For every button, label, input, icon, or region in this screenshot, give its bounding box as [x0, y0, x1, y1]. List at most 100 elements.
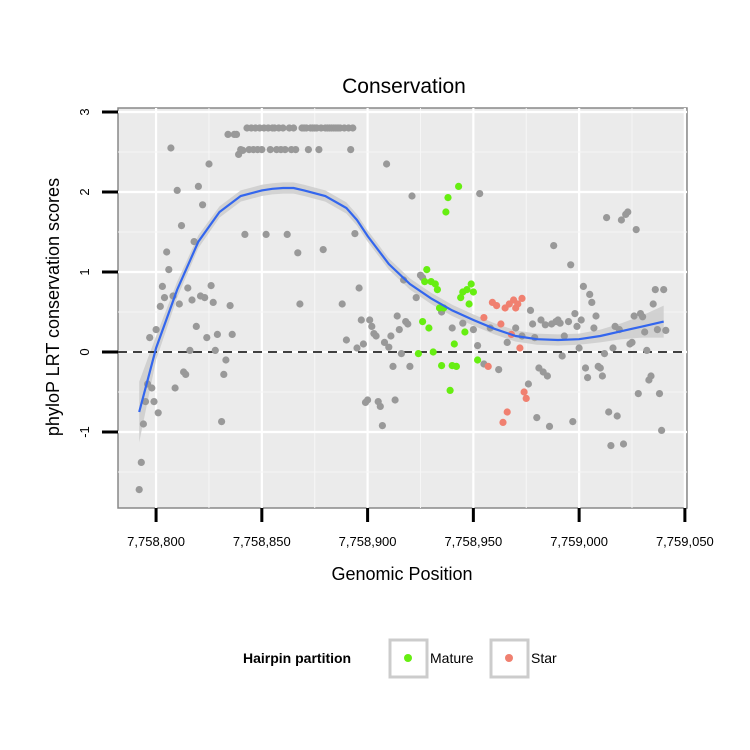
- point-other: [319, 246, 327, 254]
- point-other: [190, 238, 198, 246]
- point-other: [167, 144, 175, 152]
- point-other: [294, 249, 302, 257]
- point-other: [372, 332, 380, 340]
- point-other: [643, 346, 651, 354]
- point-other: [283, 230, 291, 238]
- point-other: [139, 420, 147, 428]
- point-mature: [455, 182, 463, 190]
- point-other: [364, 396, 372, 404]
- point-star: [480, 314, 488, 322]
- point-mature: [431, 280, 439, 288]
- point-mature: [425, 324, 433, 332]
- chart-title: Conservation: [342, 75, 466, 98]
- point-other: [218, 418, 226, 426]
- point-other: [647, 372, 655, 380]
- legend-dot-star: [505, 654, 513, 662]
- point-other: [474, 342, 482, 350]
- point-mature: [414, 350, 422, 358]
- point-other: [188, 296, 196, 304]
- legend: Hairpin partition Mature Star: [243, 638, 557, 679]
- point-other: [526, 306, 535, 314]
- point-mature: [469, 288, 477, 296]
- point-other: [389, 362, 397, 370]
- point-other: [163, 248, 171, 256]
- point-other: [503, 338, 511, 346]
- point-other: [266, 146, 274, 154]
- point-other: [512, 324, 520, 332]
- point-other: [395, 326, 403, 334]
- point-other: [624, 208, 632, 216]
- point-other: [184, 284, 192, 292]
- point-mature: [438, 362, 446, 370]
- point-star: [503, 408, 511, 416]
- point-other: [158, 282, 166, 290]
- point-other: [404, 320, 412, 328]
- point-other: [558, 352, 566, 360]
- point-other: [575, 344, 583, 352]
- x-tick-label: 7,759,050: [656, 534, 714, 549]
- point-other: [476, 190, 484, 198]
- point-other: [545, 422, 554, 430]
- point-other: [342, 336, 350, 344]
- point-other: [239, 146, 247, 154]
- point-other: [603, 214, 611, 222]
- point-other: [658, 426, 666, 434]
- point-other: [135, 486, 143, 494]
- point-other: [579, 282, 588, 290]
- point-mature: [423, 266, 431, 274]
- point-other: [573, 322, 581, 330]
- point-mature: [419, 318, 427, 326]
- point-other: [281, 146, 289, 154]
- point-other: [641, 328, 649, 336]
- point-mature: [463, 286, 471, 294]
- point-other: [385, 343, 393, 351]
- point-mature: [465, 300, 473, 308]
- point-star: [518, 294, 526, 302]
- point-other: [347, 146, 355, 154]
- y-tick-label: 3: [77, 108, 92, 115]
- point-star: [522, 394, 530, 402]
- point-other: [598, 372, 607, 380]
- point-other: [660, 286, 668, 294]
- point-other: [376, 402, 384, 410]
- point-other: [459, 319, 467, 327]
- point-other: [194, 182, 202, 190]
- point-other: [556, 319, 564, 327]
- point-other: [600, 350, 609, 358]
- y-tick-label: 2: [77, 188, 92, 195]
- point-other: [541, 321, 549, 329]
- point-mature: [433, 286, 441, 294]
- point-other: [605, 408, 613, 416]
- point-other: [406, 362, 414, 370]
- point-other: [315, 146, 323, 154]
- point-other: [617, 216, 626, 224]
- point-other: [137, 458, 145, 466]
- point-other: [567, 261, 575, 269]
- point-other: [529, 320, 537, 328]
- point-other: [241, 230, 249, 238]
- point-other: [639, 313, 647, 321]
- smooth-fit-line: [138, 186, 664, 413]
- point-other: [649, 300, 657, 308]
- point-mature: [452, 362, 460, 370]
- point-other: [186, 346, 194, 354]
- point-other: [209, 298, 217, 306]
- point-other: [634, 390, 642, 398]
- point-mature: [429, 348, 437, 356]
- point-other: [584, 374, 592, 382]
- point-other: [224, 130, 232, 138]
- point-other: [586, 290, 594, 298]
- point-other: [213, 330, 221, 338]
- point-other: [596, 364, 604, 372]
- point-other: [590, 324, 598, 332]
- point-other: [571, 310, 579, 318]
- point-other: [338, 300, 346, 308]
- y-tick-label: 1: [77, 268, 92, 275]
- point-other: [569, 418, 577, 426]
- point-other: [588, 298, 596, 306]
- point-other: [182, 370, 190, 378]
- point-mature: [421, 278, 429, 286]
- legend-item-star: Star: [489, 638, 557, 679]
- point-other: [628, 338, 636, 346]
